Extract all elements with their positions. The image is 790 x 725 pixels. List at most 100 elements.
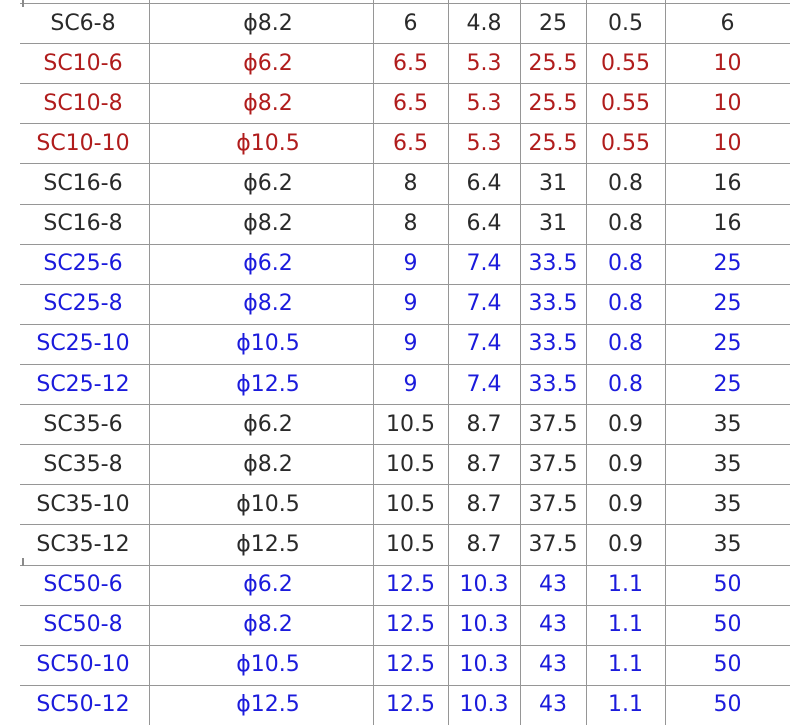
- table-cell: SC10-10: [36, 130, 130, 156]
- table-cell: 50: [713, 692, 742, 718]
- table-cell: SC35-10: [36, 491, 130, 517]
- table-cell: ϕ6.2: [243, 50, 293, 76]
- vertical-gridline: [149, 0, 150, 725]
- table-cell: 50: [713, 652, 742, 678]
- vertical-gridline: [520, 0, 521, 725]
- table-row: SC25-8 ϕ8.2 9 7.4 33.5 0.8 25: [0, 283, 790, 324]
- table-cell: 0.9: [608, 491, 643, 517]
- table-cell: SC35-8: [43, 451, 123, 477]
- table-cell: ϕ10.5: [236, 491, 300, 517]
- table-cell: 5.3: [466, 90, 502, 116]
- table-cell: 31: [539, 170, 567, 196]
- table-cell: 6.5: [393, 90, 428, 116]
- table-cell: 25.5: [528, 130, 578, 156]
- table-row: SC16-8 ϕ8.2 8 6.4 31 0.8 16: [0, 203, 790, 244]
- table-row: SC50-8 ϕ8.2 12.5 10.3 43 1.1 50: [0, 604, 790, 645]
- table-cell: 31: [539, 211, 567, 237]
- table-cell: 33.5: [528, 291, 578, 317]
- table-cell: 0.9: [608, 451, 643, 477]
- table-row: SC25-12 ϕ12.5 9 7.4 33.5 0.8 25: [0, 363, 790, 404]
- table-row: SC35-12 ϕ12.5 10.5 8.7 37.5 0.9 35: [0, 524, 790, 564]
- table-cell: 1.1: [608, 612, 643, 638]
- table-cell: 9: [403, 291, 418, 317]
- vertical-gridline: [665, 0, 666, 725]
- table-cell: 33.5: [528, 251, 578, 277]
- table-cell: 50: [713, 572, 742, 598]
- table-cell: 6.5: [393, 50, 428, 76]
- table-cell: 0.55: [601, 90, 650, 116]
- table-cell: SC16-8: [43, 211, 123, 237]
- table-cell: 1.1: [608, 692, 643, 718]
- table-cell: 6: [403, 10, 418, 36]
- table-cell: ϕ6.2: [243, 411, 293, 437]
- table-row: SC25-6 ϕ6.2 9 7.4 33.5 0.8 25: [0, 243, 790, 284]
- table-cell: 1.1: [608, 652, 643, 678]
- vertical-gridline: [373, 0, 374, 725]
- table-cell: 0.8: [608, 371, 643, 397]
- table-cell: 5.3: [466, 50, 502, 76]
- table-cell: 33.5: [528, 371, 578, 397]
- table-cell: 12.5: [386, 572, 435, 598]
- table-cell: 10.5: [386, 491, 435, 517]
- table-cell: 6.5: [393, 130, 428, 156]
- table-cell: 37.5: [528, 411, 578, 437]
- table-cell: ϕ8.2: [243, 10, 293, 36]
- table-cell: 50: [713, 612, 742, 638]
- table-row: SC35-10 ϕ10.5 10.5 8.7 37.5 0.9 35: [0, 484, 790, 524]
- table-cell: SC35-12: [36, 531, 130, 557]
- table-cell: SC35-6: [43, 411, 123, 437]
- table-cell: 10.3: [459, 572, 509, 598]
- table-cell: SC50-6: [43, 572, 123, 598]
- table-row: SC35-8 ϕ8.2 10.5 8.7 37.5 0.9 35: [0, 444, 790, 484]
- table-cell: 8: [403, 170, 418, 196]
- table-cell: 35: [713, 491, 742, 517]
- table-cell: 10.5: [386, 411, 435, 437]
- table-cell: 35: [713, 451, 742, 477]
- table-cell: SC16-6: [43, 170, 123, 196]
- table-cell: ϕ8.2: [243, 90, 293, 116]
- table-cell: SC25-12: [36, 371, 130, 397]
- table-cell: SC6-8: [50, 10, 116, 36]
- table-cell: ϕ6.2: [243, 170, 293, 196]
- table-cell: 0.5: [608, 10, 643, 36]
- table-cell: 37.5: [528, 491, 578, 517]
- table-cell: 6: [720, 10, 735, 36]
- table-cell: 5.3: [466, 130, 502, 156]
- table-cell: 16: [713, 170, 742, 196]
- table-body: SC6-8 ϕ8.2 6 4.8 25 0.5 6 SC10-6 ϕ6.2 6.5 5.3 25.5 0…: [0, 3, 790, 725]
- vertical-gridline: [448, 0, 449, 725]
- table-cell: 4.8: [466, 10, 502, 36]
- table-cell: 0.9: [608, 411, 643, 437]
- table-cell: 8.7: [466, 531, 502, 557]
- table-cell: 16: [713, 211, 742, 237]
- table-cell: SC25-8: [43, 291, 123, 317]
- table-cell: ϕ12.5: [236, 371, 300, 397]
- table-cell: 0.55: [601, 130, 650, 156]
- table-cell: 8.7: [466, 451, 502, 477]
- table-cell: 25: [713, 291, 742, 317]
- table-cell: SC50-10: [36, 652, 130, 678]
- table-cell: 25.5: [528, 90, 578, 116]
- table-cell: 8: [403, 211, 418, 237]
- table-cell: SC10-8: [43, 90, 123, 116]
- table-row: SC50-10 ϕ10.5 12.5 10.3 43 1.1 50: [0, 644, 790, 685]
- table-cell: 25.5: [528, 50, 578, 76]
- table-cell: 0.8: [608, 170, 643, 196]
- table-cell: 12.5: [386, 692, 435, 718]
- table-cell: 9: [403, 331, 418, 357]
- table-cell: SC25-10: [36, 331, 130, 357]
- table-cell: 8.7: [466, 491, 502, 517]
- table-cell: 9: [403, 251, 418, 277]
- table-cell: 10.5: [386, 451, 435, 477]
- table-row: SC16-6 ϕ6.2 8 6.4 31 0.8 16: [0, 163, 790, 203]
- table-cell: 25: [713, 371, 742, 397]
- table-cell: 12.5: [386, 612, 435, 638]
- table-row: SC6-8 ϕ8.2 6 4.8 25 0.5 6: [0, 3, 790, 43]
- table-cell: 43: [539, 652, 567, 678]
- table-cell: 25: [539, 10, 567, 36]
- table-cell: ϕ8.2: [243, 211, 293, 237]
- table-cell: ϕ12.5: [236, 531, 300, 557]
- table-cell: 9: [403, 371, 418, 397]
- table-cell: SC25-6: [43, 251, 123, 277]
- table-cell: 10.3: [459, 612, 509, 638]
